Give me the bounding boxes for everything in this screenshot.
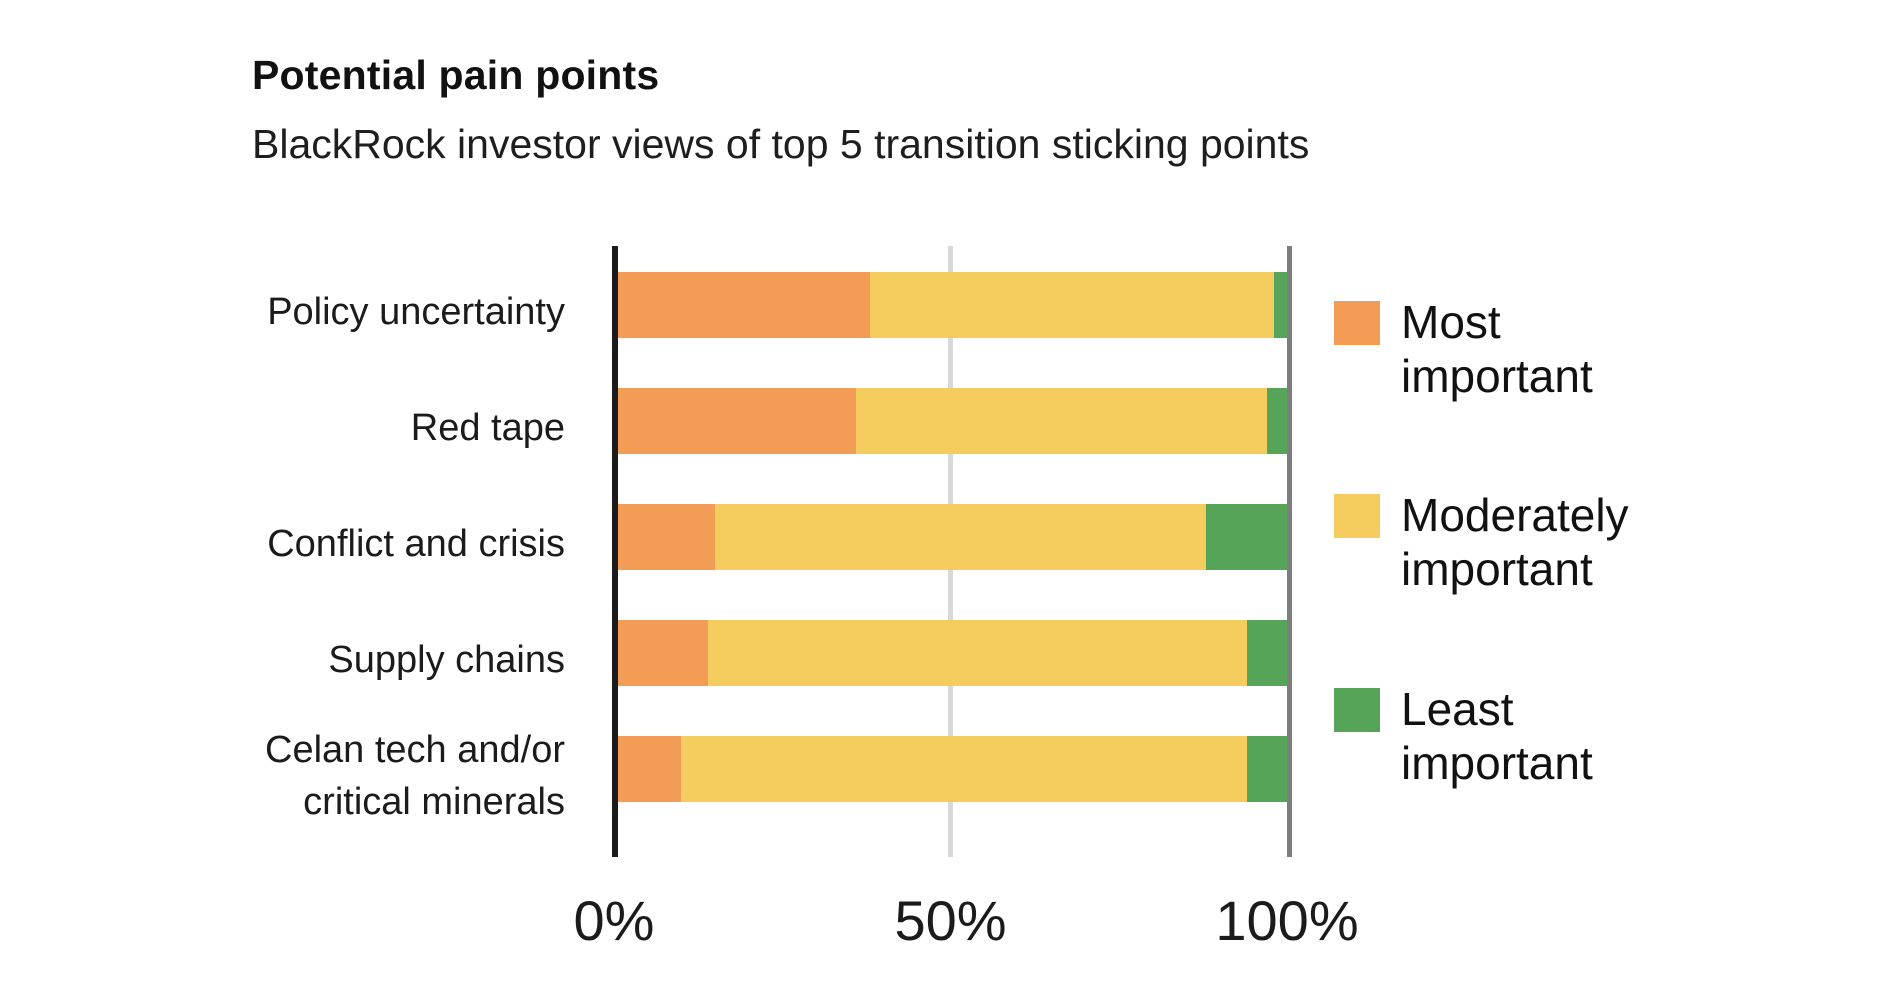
- legend-swatch-moderately-important: [1334, 494, 1380, 538]
- category-label-line: Policy uncertainty: [267, 290, 565, 333]
- category-label-supply-chains: Supply chains: [150, 627, 565, 693]
- segment-least-important: [1246, 736, 1287, 802]
- category-label-line: Supply chains: [328, 638, 565, 681]
- bar-row-supply-chains: [614, 620, 1287, 686]
- segment-most-important: [614, 736, 682, 802]
- segment-least-important: [1273, 272, 1287, 338]
- legend-label-line: Least: [1401, 683, 1514, 735]
- x-tick-label-50-: 50%: [894, 889, 1007, 952]
- category-label-conflict-and-crisis: Conflict and crisis: [150, 511, 565, 577]
- legend-swatch-most-important: [1334, 301, 1380, 345]
- bar-row-red-tape: [614, 388, 1287, 454]
- segment-most-important: [614, 504, 715, 570]
- segment-moderately-important: [708, 620, 1247, 686]
- legend-label-most-important: Most important: [1401, 296, 1593, 404]
- legend-label-line: Moderately: [1401, 489, 1629, 541]
- legend-item-least-important: Least important: [1334, 683, 1593, 791]
- segment-least-important: [1246, 620, 1287, 686]
- legend-swatch-least-important: [1334, 688, 1380, 732]
- y-axis-line: [612, 246, 618, 857]
- category-label-policy-uncertainty: Policy uncertainty: [150, 279, 565, 345]
- legend-label-moderately-important: Moderately important: [1401, 489, 1629, 597]
- legend-label-line: important: [1401, 349, 1593, 402]
- x-tick-label-0-: 0%: [573, 889, 655, 952]
- segment-most-important: [614, 620, 709, 686]
- legend-label-line: important: [1401, 542, 1593, 595]
- category-label-line: Red tape: [410, 406, 565, 449]
- bar-row-conflict-and-crisis: [614, 504, 1287, 570]
- bar-row-policy-uncertainty: [614, 272, 1287, 338]
- category-label-line: critical minerals: [303, 781, 565, 823]
- category-label-red-tape: Red tape: [150, 395, 565, 461]
- chart-subtitle: BlackRock investor views of top 5 transi…: [252, 121, 1310, 167]
- x-tick-label-100-: 100%: [1215, 889, 1359, 952]
- segment-least-important: [1266, 388, 1287, 454]
- category-label-celan-tech-and-or-critical-minerals: Celan tech and/or critical minerals: [150, 729, 565, 823]
- legend-item-moderately-important: Moderately important: [1334, 489, 1629, 597]
- segment-moderately-important: [856, 388, 1267, 454]
- category-label-line: Celan tech and/or: [265, 728, 565, 771]
- segment-least-important: [1206, 504, 1287, 570]
- legend-label-line: important: [1401, 736, 1593, 789]
- chart-title: Potential pain points: [252, 52, 660, 98]
- bar-row-celan-tech-and-or-critical-minerals: [614, 736, 1287, 802]
- segment-moderately-important: [869, 272, 1274, 338]
- segment-most-important: [614, 388, 857, 454]
- legend-item-most-important: Most important: [1334, 296, 1593, 404]
- segment-moderately-important: [681, 736, 1247, 802]
- legend-label-least-important: Least important: [1401, 683, 1593, 791]
- gridline-100-percent: [1287, 246, 1292, 857]
- segment-most-important: [614, 272, 870, 338]
- segment-moderately-important: [714, 504, 1207, 570]
- legend-label-line: Most: [1401, 296, 1501, 348]
- category-label-line: Conflict and crisis: [267, 522, 565, 565]
